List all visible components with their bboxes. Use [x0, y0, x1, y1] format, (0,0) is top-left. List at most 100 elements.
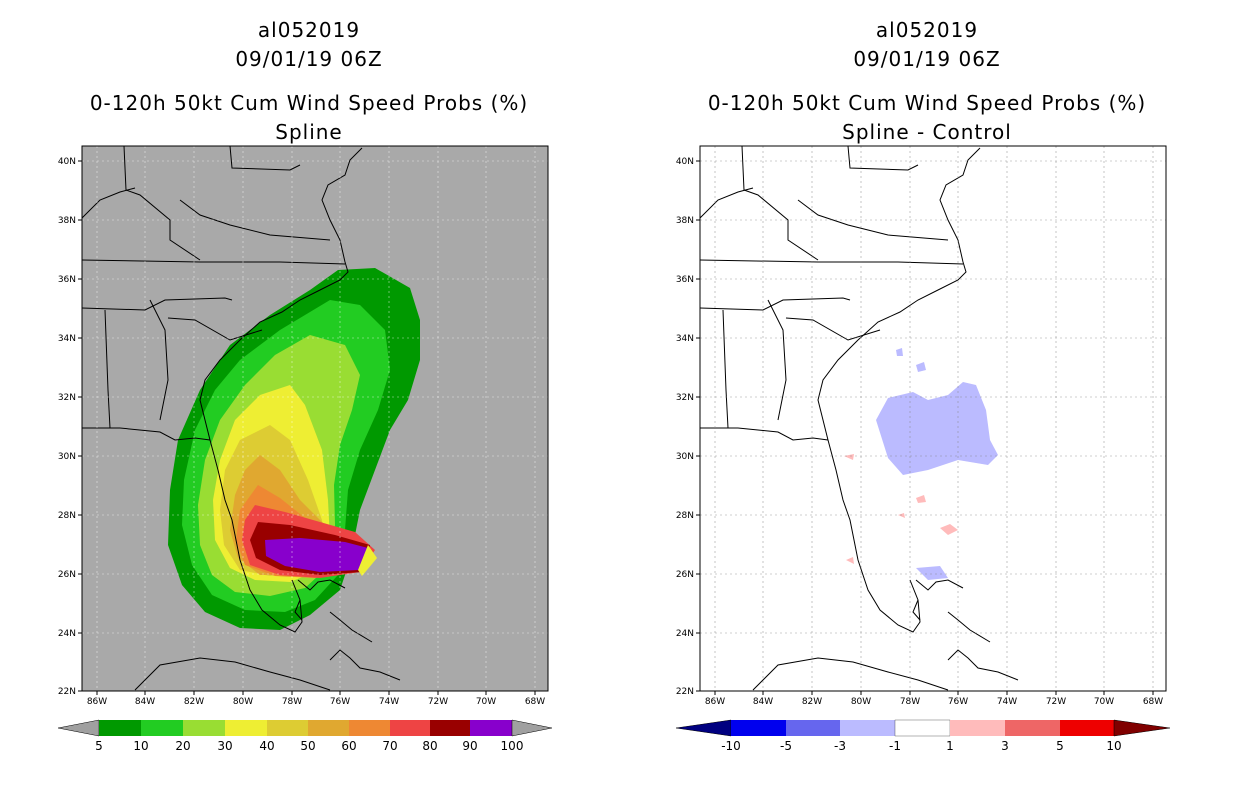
lat-label: 24N: [676, 629, 694, 639]
colorbar-swatch: [894, 719, 951, 737]
tick-marks: [696, 160, 1154, 695]
storm-id-title: al052019: [875, 18, 979, 42]
lat-label: 30N: [58, 452, 76, 462]
lat-label: 22N: [58, 687, 76, 697]
colorbar-label: 60: [341, 739, 356, 753]
lat-label: 28N: [676, 511, 694, 521]
lat-label: 26N: [58, 570, 76, 580]
product-title: 0-120h 50kt Cum Wind Speed Probs (%): [707, 91, 1147, 115]
lon-label: 68W: [525, 697, 545, 707]
colorbar-label: 90: [462, 739, 477, 753]
colorbar-swatch: [1060, 720, 1114, 736]
colorbar-swatch: [950, 720, 1005, 736]
colorbar-swatch: [267, 720, 308, 736]
lon-label: 86W: [87, 697, 107, 707]
lon-label: 72W: [1046, 697, 1066, 707]
diff-neg-bahamas: [916, 566, 948, 580]
lat-label: 32N: [676, 393, 694, 403]
diff-pos-1-3: [916, 495, 926, 503]
colorbar-arrow-high: [1113, 719, 1171, 737]
map-frame: [81, 145, 549, 692]
colorbar-swatch: [390, 720, 430, 736]
diff-pos-1-3: [940, 524, 958, 535]
product-title: 0-120h 50kt Cum Wind Speed Probs (%): [89, 91, 529, 115]
diff-neg-small: [916, 362, 926, 372]
colorbar-swatch: [470, 720, 512, 736]
left-map-svg: 40N 38N 36N 34N 32N 30N 28N 26N 24N 22N …: [57, 145, 553, 753]
colorbar-arrow-low: [57, 719, 100, 737]
colorbar-arrow-low: [675, 719, 732, 737]
date-title: 09/01/19 06Z: [853, 47, 1001, 71]
colorbar-swatch: [141, 720, 183, 736]
colorbar-right: -10 -5 -3 -1 1 3 5 10: [675, 719, 1171, 753]
graticule: [700, 146, 1166, 691]
lat-label: 22N: [676, 687, 694, 697]
colorbar-swatch: [731, 720, 786, 736]
lon-label: 84W: [135, 697, 155, 707]
lon-label: 82W: [802, 697, 822, 707]
colorbar-left: 5 10 20 30 40 50 60 70 80 90 100: [57, 719, 553, 753]
colorbar-label: 50: [300, 739, 315, 753]
colorbar-swatch: [1005, 720, 1060, 736]
prob-100-edge: [358, 545, 377, 576]
colorbar-swatch: [840, 720, 895, 736]
colorbar-label: 10: [133, 739, 148, 753]
coastlines-borders: [81, 145, 401, 691]
colorbar-label: 20: [175, 739, 190, 753]
lon-label: 74W: [997, 697, 1017, 707]
colorbar-swatch: [99, 720, 141, 736]
lat-label: 40N: [58, 157, 76, 167]
diff-pos-1-3: [846, 557, 854, 564]
lon-label: 80W: [851, 697, 871, 707]
lat-label: 36N: [676, 275, 694, 285]
lon-label: 78W: [900, 697, 920, 707]
colorbar-label: 70: [382, 739, 397, 753]
lon-label: 76W: [948, 697, 968, 707]
method-title: Spline - Control: [842, 120, 1012, 144]
lon-label: 74W: [379, 697, 399, 707]
colorbar-swatch: [349, 720, 390, 736]
colorbar-label: 3: [1001, 739, 1009, 753]
lon-label: 84W: [753, 697, 773, 707]
colorbar-label: -1: [889, 739, 901, 753]
probability-field: [168, 268, 420, 630]
lat-label: 40N: [676, 157, 694, 167]
lon-label: 72W: [428, 697, 448, 707]
colorbar-label: 80: [422, 739, 437, 753]
lon-label: 70W: [1094, 697, 1114, 707]
colorbar-swatch: [786, 720, 840, 736]
colorbar-label: 5: [95, 739, 103, 753]
storm-id-title: al052019: [257, 18, 361, 42]
colorbar-swatch: [225, 720, 267, 736]
lat-label: 36N: [58, 275, 76, 285]
colorbar-label: -3: [834, 739, 846, 753]
lat-label: 34N: [676, 334, 694, 344]
lat-label: 38N: [676, 216, 694, 226]
lon-label: 82W: [184, 697, 204, 707]
method-title: Spline: [275, 120, 343, 144]
colorbar-label: -10: [721, 739, 741, 753]
colorbar-label: 30: [217, 739, 232, 753]
colorbar-label: 100: [501, 739, 524, 753]
colorbar-swatch: [308, 720, 349, 736]
lon-label: 78W: [282, 697, 302, 707]
colorbar-arrow-high: [511, 719, 553, 737]
date-title: 09/01/19 06Z: [235, 47, 383, 71]
lat-label: 24N: [58, 629, 76, 639]
colorbar-label: -5: [780, 739, 792, 753]
prob-90: [265, 538, 368, 572]
colorbar-label: 40: [259, 739, 274, 753]
lat-label: 38N: [58, 216, 76, 226]
lon-label: 70W: [476, 697, 496, 707]
colorbar-swatch: [183, 720, 225, 736]
colorbar-label: 5: [1056, 739, 1064, 753]
difference-field: [844, 348, 998, 580]
right-map-svg: 40N 38N 36N 34N 32N 30N 28N 26N 24N 22N …: [675, 145, 1171, 753]
tick-marks: [78, 160, 536, 695]
lon-label: 80W: [233, 697, 253, 707]
coastlines-borders: [699, 145, 1019, 691]
diff-neg-small2: [896, 348, 903, 356]
lon-label: 68W: [1143, 697, 1163, 707]
graticule: [82, 146, 548, 691]
diff-pos-1-3: [898, 513, 905, 518]
